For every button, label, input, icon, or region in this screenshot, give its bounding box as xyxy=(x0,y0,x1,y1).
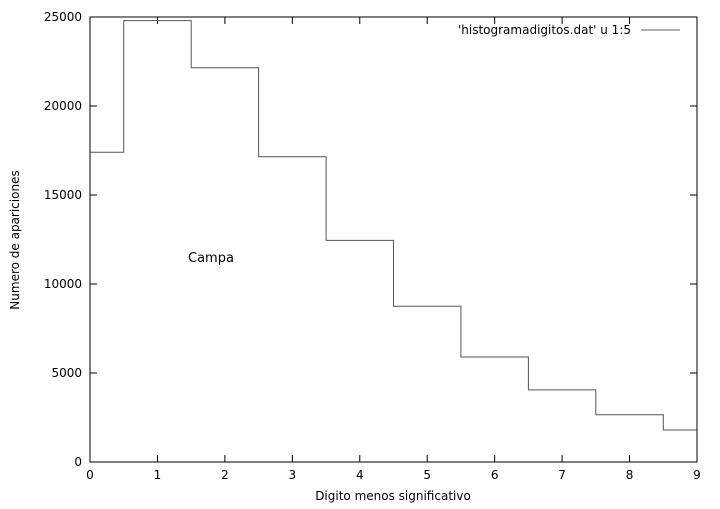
series-step-line xyxy=(90,20,697,431)
x-tick-label: 5 xyxy=(423,468,431,482)
x-tick-label: 6 xyxy=(491,468,499,482)
y-tick-label: 15000 xyxy=(44,188,82,202)
x-tick-label: 8 xyxy=(626,468,634,482)
y-tick-label: 0 xyxy=(74,455,82,469)
series-group xyxy=(90,20,697,431)
x-ticks: 0 1 2 3 4 5 6 7 8 9 xyxy=(86,17,701,482)
x-tick-label: 3 xyxy=(289,468,297,482)
y-ticks: 0 5000 10000 15000 20000 25000 xyxy=(44,10,697,469)
x-tick-label: 0 xyxy=(86,468,94,482)
x-tick-label: 1 xyxy=(154,468,162,482)
x-tick-label: 4 xyxy=(356,468,364,482)
x-tick-label: 7 xyxy=(558,468,566,482)
chart-annotation: Campa xyxy=(188,251,234,266)
y-tick-label: 20000 xyxy=(44,99,82,113)
plot-frame xyxy=(89,16,698,463)
x-tick-label: 9 xyxy=(693,468,701,482)
x-axis-label: Digito menos significativo xyxy=(315,489,471,503)
y-axis-label: Numero de apariciones xyxy=(8,170,22,309)
y-tick-label: 25000 xyxy=(44,10,82,24)
legend-label: 'histogramadigitos.dat' u 1:5 xyxy=(458,23,631,37)
y-tick-label: 10000 xyxy=(44,277,82,291)
y-tick-label: 5000 xyxy=(51,366,82,380)
x-tick-label: 2 xyxy=(221,468,229,482)
